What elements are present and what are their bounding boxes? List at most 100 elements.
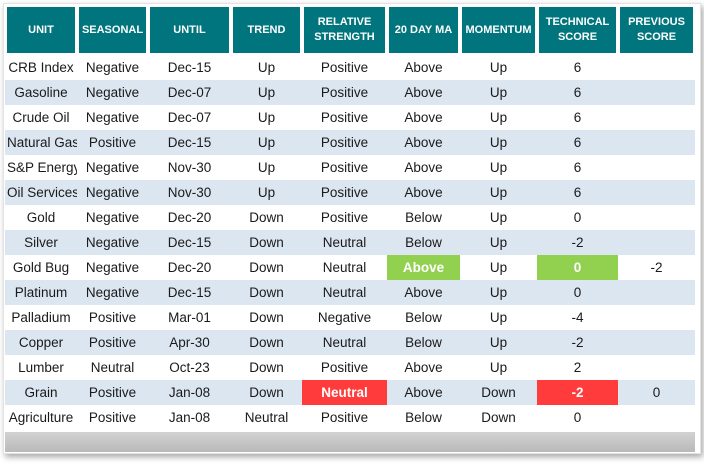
data-cell: -2 [537,330,618,355]
table-row: Oil Services Negative Nov-30 Up Positive Abov… [5,180,695,205]
column-header-20-day-ma: 20 DAY MA [387,5,460,55]
header-row: UNIT SEASONAL UNTIL TREND RELATIVE STRENGTH 2… [5,5,695,55]
data-cell: Dec-07 [148,80,231,105]
data-cell: Dec-15 [167,60,212,75]
data-cell: Up [489,160,508,175]
data-cell: 0 [573,210,582,225]
table-header: UNIT SEASONAL UNTIL TREND RELATIVE STRENGTH 2… [5,5,695,55]
data-cell [618,155,695,180]
table-row: S&P Energy Negative Nov-30 Up Positive Above U… [5,155,695,180]
data-cell: 6 [573,160,582,175]
table-row: Natural Gas Positive Dec-15 Up Positive Above… [5,130,695,155]
data-cell: Positive [88,410,137,425]
column-header-unit: UNIT [5,5,77,55]
data-cell: Up [460,130,537,155]
data-cell: Below [405,210,442,225]
data-cell: Up [257,60,276,75]
data-cell: Jan-08 [168,410,211,425]
data-cell: Up [460,80,537,105]
data-cell: Negative [77,80,148,105]
data-cell: Positive [302,80,387,105]
data-cell: Dec-15 [148,230,231,255]
data-cell: -2 [650,260,663,275]
data-cell: Positive [320,60,369,75]
data-cell: 0 [537,280,618,305]
data-cell: 6 [537,180,618,205]
unit-cell: Gasoline [5,80,77,105]
unit-cell: S&P Energy [7,160,77,175]
data-cell: Up [489,210,508,225]
data-cell: Up [489,260,508,275]
technical-score-table: UNIT SEASONAL UNTIL TREND RELATIVE STRENGTH 2… [5,5,695,430]
data-cell: Positive [77,330,148,355]
data-cell: Down [249,210,284,225]
column-header-previous-score: PREVIOUS SCORE [618,5,695,55]
data-cell: Negative [317,310,372,325]
unit-cell: Palladium [11,310,71,325]
data-cell: Above [404,110,443,125]
data-cell [618,130,695,155]
data-cell: Below [405,310,442,325]
data-cell: Negative [85,60,140,75]
data-cell [618,230,695,255]
data-cell: -2 [537,230,618,255]
data-cell [618,80,695,105]
table-row: Copper Positive Apr-30 Down Neutral Below Up -2 [5,330,695,355]
data-cell: Dec-20 [167,210,212,225]
data-cell: Dec-15 [148,280,231,305]
unit-cell: Platinum [5,280,77,305]
data-cell [618,330,695,355]
data-cell: 6 [573,110,582,125]
data-cell: Below [387,330,460,355]
data-cell: Down [481,410,516,425]
data-cell: Above [387,380,460,405]
data-cell: 0 [573,410,582,425]
unit-cell: Gold [26,210,56,225]
data-cell: Positive [302,130,387,155]
data-cell: Above [387,255,460,280]
column-header-momentum: MOMENTUM [460,5,537,55]
data-cell: Positive [320,160,369,175]
data-cell: Up [231,180,302,205]
data-cell: -4 [571,310,584,325]
data-cell: Negative [77,180,148,205]
column-header-until: UNTIL [148,5,231,55]
data-cell: Neutral [302,230,387,255]
data-cell: Negative [77,280,148,305]
data-cell: Below [387,230,460,255]
data-cell: Above [387,80,460,105]
data-cell: Up [257,110,276,125]
data-cell: Down [231,330,302,355]
data-cell: Positive [320,360,369,375]
table-row: Crude Oil Negative Dec-07 Up Positive Above Up… [5,105,695,130]
data-cell: Down [249,260,284,275]
table-row: Palladium Positive Mar-01 Down Negative Below… [5,305,695,330]
unit-cell: CRB Index [8,60,74,75]
data-cell: Positive [320,410,369,425]
data-cell: Neutral [302,330,387,355]
data-cell: Positive [320,110,369,125]
data-cell: Neutral [302,280,387,305]
column-header-technical-score: TECHNICAL SCORE [537,5,618,55]
table-row: Gold Bug Negative Dec-20 Down Neutral Above Up… [5,255,695,280]
data-cell: Down [231,280,302,305]
data-cell: Above [387,180,460,205]
data-cell: 6 [537,80,618,105]
data-cell: Positive [320,210,369,225]
data-cell: Negative [77,230,148,255]
data-cell: Up [489,310,508,325]
unit-cell: Copper [5,330,77,355]
data-cell: Dec-20 [167,260,212,275]
data-cell: Up [231,130,302,155]
data-cell [618,55,695,80]
data-cell: Above [387,280,460,305]
data-cell [618,105,695,130]
spreadsheet-sheet: UNIT SEASONAL UNTIL TREND RELATIVE STRENGTH 2… [3,3,701,454]
column-header-trend: TREND [231,5,302,55]
data-cell: Down [460,380,537,405]
data-cell: Apr-30 [148,330,231,355]
data-cell: Above [387,130,460,155]
data-cell: Up [460,230,537,255]
data-cell: -2 [537,380,618,405]
